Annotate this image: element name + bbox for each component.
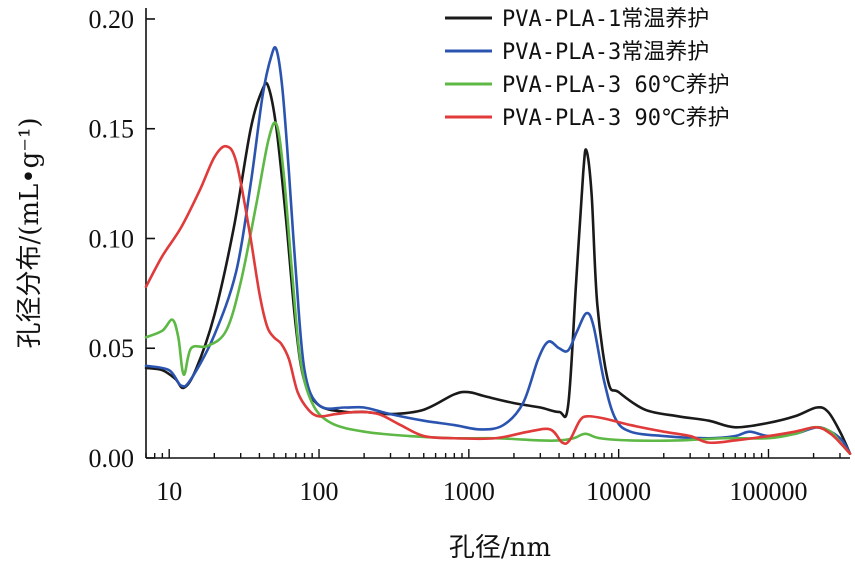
y-tick-label: 0.05 [89,334,135,363]
x-axis-title: 孔径/nm [449,533,551,563]
series-line-2 [144,46,852,455]
x-ticks: 10 100 1000 10000 100000 [145,449,841,506]
legend-label-1: PVA-PLA-1常温养护 [502,7,709,32]
legend: PVA-PLA-1常温养护 PVA-PLA-3常温养护 PVA-PLA-3 60℃养… [445,7,730,131]
x-tick-label: 10 [156,477,182,506]
series-line-1 [144,81,852,455]
plot-area: 0.00 0.05 0.10 0.15 0.20 10 100 1000 10000 10000… [89,5,852,506]
y-tick-label: 0.10 [89,224,135,253]
legend-label-3: PVA-PLA-3 60℃养护 [502,73,730,98]
x-tick-label: 1000 [443,477,495,506]
y-tick-label: 0.20 [89,5,135,34]
legend-label-2: PVA-PLA-3常温养护 [502,40,709,65]
y-tick-label: 0.00 [89,444,135,473]
x-tick-label: 10000 [586,477,651,506]
legend-label-4: PVA-PLA-3 90℃养护 [502,106,730,131]
series-line-4 [144,144,852,455]
y-ticks: 0.00 0.05 0.10 0.15 0.20 [89,5,155,473]
series-layer [144,46,852,455]
y-axis-title: 孔径分布/(mL•g⁻¹) [15,117,45,348]
series-line-3 [144,121,852,455]
x-tick-label: 100 [300,477,339,506]
x-tick-label: 100000 [729,477,807,506]
y-tick-label: 0.15 [89,115,135,144]
